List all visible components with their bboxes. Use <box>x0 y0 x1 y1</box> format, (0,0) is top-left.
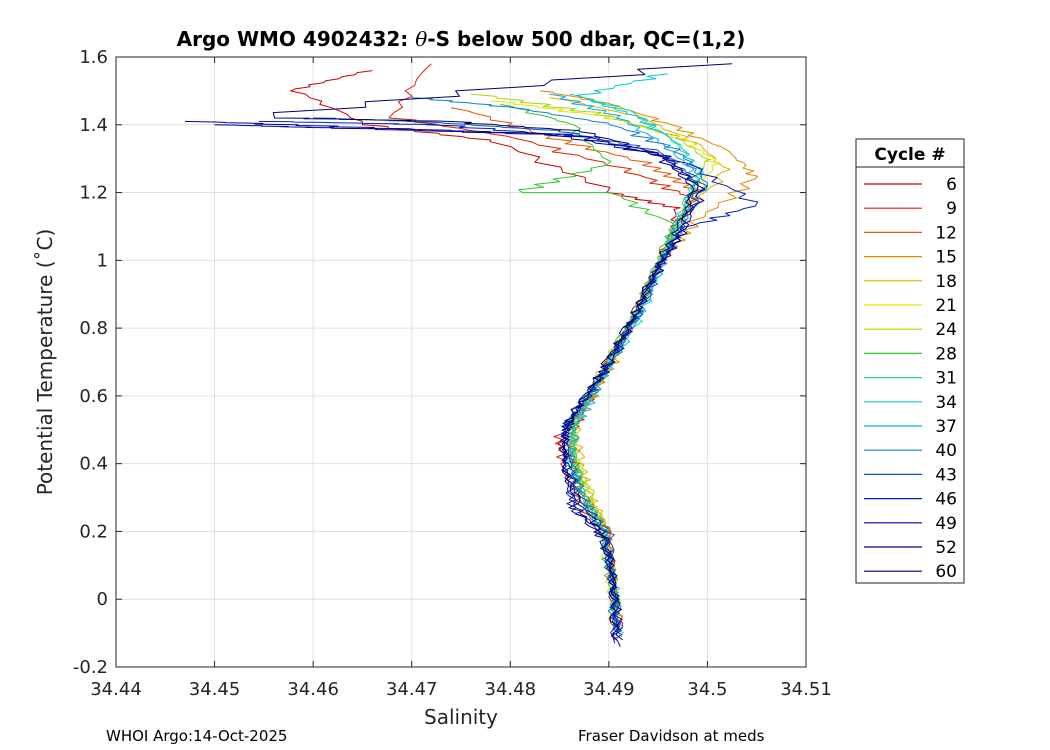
legend-label: 43 <box>935 465 957 485</box>
y-tick-label: 1.4 <box>79 115 108 136</box>
x-tick-label: 34.49 <box>583 679 635 700</box>
legend-label: 60 <box>935 562 957 582</box>
footer-left: WHOI Argo:14-Oct-2025 <box>106 727 287 745</box>
x-tick-label: 34.45 <box>189 679 241 700</box>
legend-label: 37 <box>935 417 957 437</box>
series-line-cycle-21 <box>490 100 721 621</box>
legend-label: 40 <box>935 441 957 461</box>
legend: Cycle # 6 9 12 15 18 21 24 28 31 34 37 40 43 46 49 52 60 <box>855 138 965 584</box>
legend-label: 46 <box>935 490 957 510</box>
axes-frame <box>115 56 807 668</box>
y-tick-label: -0.2 <box>73 657 108 678</box>
y-tick-label: 0.4 <box>79 454 108 475</box>
data-series <box>184 63 759 647</box>
x-axis-label: Salinity <box>424 705 498 729</box>
legend-label: 49 <box>935 514 957 534</box>
legend-label: 28 <box>935 344 957 364</box>
legend-label: 52 <box>935 538 957 558</box>
legend-title: Cycle # <box>874 145 945 165</box>
legend-box <box>855 138 965 584</box>
y-tick-label: 1 <box>97 250 108 271</box>
y-tick-label: 0.6 <box>79 386 108 407</box>
x-tick-label: 34.5 <box>687 679 727 700</box>
axis-ticks: 34.44 34.45 34.46 34.47 34.48 34.49 34.5 34.51 -… <box>73 47 832 700</box>
legend-label: 18 <box>935 272 957 292</box>
series-line-cycle-60 <box>272 63 733 637</box>
legend-label: 12 <box>935 223 957 243</box>
x-tick-label: 34.46 <box>287 679 339 700</box>
series-line-cycle-52 <box>214 124 695 641</box>
legend-label: 9 <box>946 199 957 219</box>
legend-label: 34 <box>935 393 957 413</box>
chart-title: Argo WMO 4902432: θ-S below 500 dbar, QC… <box>177 27 746 51</box>
y-tick-label: 1.6 <box>79 47 108 68</box>
legend-label: 31 <box>935 369 957 389</box>
series-line-cycle-31 <box>569 93 704 634</box>
x-tick-label: 34.51 <box>780 679 832 700</box>
y-tick-label: 1.2 <box>79 183 108 204</box>
series-line-cycle-24 <box>470 93 710 614</box>
x-tick-label: 34.44 <box>90 679 142 700</box>
x-tick-label: 34.48 <box>485 679 537 700</box>
legend-label: 24 <box>935 320 957 340</box>
y-tick-label: 0.8 <box>79 318 108 339</box>
x-tick-label: 34.47 <box>386 679 438 700</box>
plot-area <box>116 57 806 667</box>
y-axis-label: Potential Temperature (˚C) <box>33 229 57 496</box>
y-tick-label: 0 <box>97 589 108 610</box>
legend-label: 15 <box>935 248 957 268</box>
footer-right: Fraser Davidson at meds <box>578 727 765 745</box>
legend-label: 6 <box>946 175 957 195</box>
legend-label: 21 <box>935 296 957 316</box>
series-line-cycle-40 <box>411 97 709 630</box>
y-tick-label: 0.2 <box>79 521 108 542</box>
